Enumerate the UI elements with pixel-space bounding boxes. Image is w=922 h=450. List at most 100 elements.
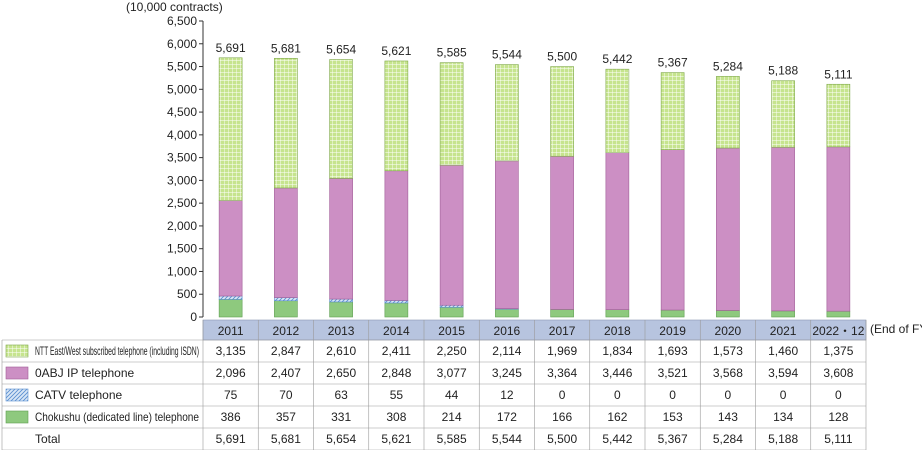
table-row-label: NTT East/West subscribed telephone (incl… [35, 344, 199, 358]
bar-segment-3-4 [439, 62, 464, 166]
x-tick-label: 2013 [328, 324, 355, 338]
table-cell: 2,250 [437, 344, 467, 358]
total-label: 5,284 [713, 59, 743, 73]
legend-swatch [5, 366, 29, 380]
y-tick-label: 6,500 [167, 14, 197, 28]
x-tick-label: 2021 [770, 324, 797, 338]
bar-segment-2-11 [826, 146, 851, 312]
table-cell: 331 [331, 410, 351, 424]
y-tick-label: 4,500 [167, 105, 197, 119]
y-axis: 0 500 1,000 1,500 2,000 2,500 3,000 3,500 4,000 4… [167, 14, 204, 324]
legend-swatch [5, 410, 29, 424]
y-tick-label: 5,500 [167, 60, 197, 74]
bar-segment-3-11 [826, 83, 851, 148]
bar-segment-0-0 [218, 299, 243, 318]
bar-segment-1-1 [274, 297, 298, 302]
bar-segment-2-3 [384, 170, 409, 301]
bar-segment-2-7 [605, 152, 630, 310]
x-tick-label: 2019 [659, 324, 686, 338]
table-cell: 0 [559, 388, 566, 402]
bar-segment-3-8 [660, 72, 685, 150]
bar-segment-2-4 [439, 164, 464, 306]
y-axis-unit-label: (10,000 contracts) [126, 0, 223, 14]
table-cell: 0 [780, 388, 787, 402]
bar-segment-0-1 [274, 300, 298, 318]
table-cell: 5,442 [602, 432, 632, 446]
bars [218, 57, 851, 318]
table-cell: 75 [224, 388, 238, 402]
bar-segment-0-2 [329, 301, 353, 318]
bar-segment-2-8 [660, 149, 685, 311]
y-tick-label: 1,000 [167, 264, 197, 278]
table-cell: 1,573 [713, 344, 743, 358]
x-tick-label: 2018 [604, 324, 631, 338]
bar-segment-2-10 [771, 146, 795, 312]
table-cell: 5,585 [437, 432, 467, 446]
table-cell: 3,245 [492, 366, 522, 380]
total-label: 5,367 [658, 56, 688, 70]
table-cell: 153 [663, 410, 683, 424]
table-cell: 3,608 [823, 366, 853, 380]
total-label: 5,691 [216, 41, 246, 55]
bar-segment-0-5 [495, 308, 519, 318]
y-tick-label: 6,000 [167, 37, 197, 51]
table-cell: 0 [669, 388, 676, 402]
bar-segment-3-7 [605, 68, 630, 153]
table-cell: 3,364 [547, 366, 577, 380]
table-cell: 1,460 [768, 344, 798, 358]
table-cell: 1,375 [823, 344, 853, 358]
total-label: 5,585 [437, 46, 467, 60]
bar-segment-1-0 [218, 295, 243, 300]
table-cell: 5,621 [381, 432, 411, 446]
x-tick-label: 2022・12 [812, 324, 864, 338]
y-tick-label: 500 [177, 287, 197, 301]
table-cell: 55 [390, 388, 404, 402]
x-tick-label: 2016 [494, 324, 521, 338]
table-cell: 3,594 [768, 366, 798, 380]
table-cell: 172 [497, 410, 517, 424]
data-table: 2011 2012 2013 2014 2015 2016 2017 2018 2019 2020… [1, 319, 867, 450]
x-tick-label: 2015 [438, 324, 465, 338]
table-cell: 386 [221, 410, 241, 424]
bar-segment-2-6 [550, 155, 574, 310]
bar-segment-0-4 [439, 306, 464, 318]
y-tick-label: 0 [190, 310, 197, 324]
table-cell: 1,834 [602, 344, 632, 358]
table-cell: 5,681 [271, 432, 301, 446]
bar-segment-0-8 [660, 309, 685, 318]
bar-segment-3-6 [550, 66, 574, 157]
table-cell: 5,691 [216, 432, 246, 446]
table-cell: 143 [718, 410, 738, 424]
total-label: 5,544 [492, 48, 522, 62]
total-labels: 5,691 5,681 5,654 5,621 5,585 5,544 5,500 5,442… [216, 41, 853, 81]
bar-segment-3-10 [771, 80, 795, 148]
bar-segment-1-3 [384, 300, 409, 304]
table-cell: 308 [386, 410, 406, 424]
bar-segment-3-2 [329, 59, 353, 179]
bar-segment-2-0 [218, 200, 243, 297]
total-label: 5,681 [271, 41, 301, 55]
table-cell: 1,693 [658, 344, 688, 358]
legend-swatch [5, 344, 29, 358]
table-cell: 5,284 [713, 432, 743, 446]
legend-swatch [5, 388, 29, 402]
bar-segment-3-9 [716, 76, 740, 149]
table-cell: 3,135 [216, 344, 246, 358]
table-cell: 0 [614, 388, 621, 402]
table-cell: 357 [276, 410, 296, 424]
bar-segment-3-0 [218, 57, 243, 201]
table-cell: 166 [552, 410, 572, 424]
x-tick-label: 2012 [273, 324, 300, 338]
bar-segment-0-6 [550, 309, 574, 318]
bar-segment-1-2 [329, 298, 353, 303]
table-cell: 2,848 [381, 366, 411, 380]
bar-segment-3-3 [384, 60, 409, 172]
total-label: 5,442 [602, 52, 632, 66]
table-cell: 5,188 [768, 432, 798, 446]
x-tick-label: 2017 [549, 324, 576, 338]
table-cell: 2,610 [326, 344, 356, 358]
bar-segment-2-1 [274, 187, 298, 298]
x-tick-label: 2014 [383, 324, 410, 338]
